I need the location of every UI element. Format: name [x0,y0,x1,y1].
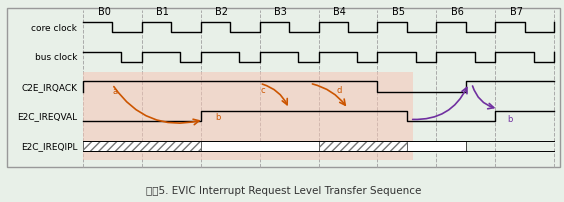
Text: 图表5. EVIC Interrupt Request Level Transfer Sequence: 图表5. EVIC Interrupt Request Level Transf… [146,185,421,195]
Text: a: a [113,86,118,95]
Text: B5: B5 [392,7,405,17]
Bar [319,141,407,151]
Text: core clock: core clock [32,24,77,33]
Bar [83,141,201,151]
Bar [83,73,413,160]
Text: B6: B6 [451,7,464,17]
Text: E2C_IREQIPL: E2C_IREQIPL [21,142,77,150]
Text: B3: B3 [274,7,287,17]
Text: c: c [260,85,265,94]
Text: B1: B1 [156,7,169,17]
Bar [407,141,466,151]
Text: d: d [337,85,342,94]
Text: B0: B0 [98,7,111,17]
Text: B4: B4 [333,7,346,17]
Text: b: b [508,114,513,123]
Bar [319,141,407,151]
Text: B2: B2 [215,7,228,17]
Bar [7,9,560,167]
Text: C2E_IRQACK: C2E_IRQACK [21,83,77,92]
Bar [201,141,319,151]
Text: B7: B7 [510,7,523,17]
Bar [83,141,201,151]
Text: b: b [215,112,221,121]
Text: bus clock: bus clock [35,53,77,62]
Text: E2C_IREQVAL: E2C_IREQVAL [17,112,77,121]
